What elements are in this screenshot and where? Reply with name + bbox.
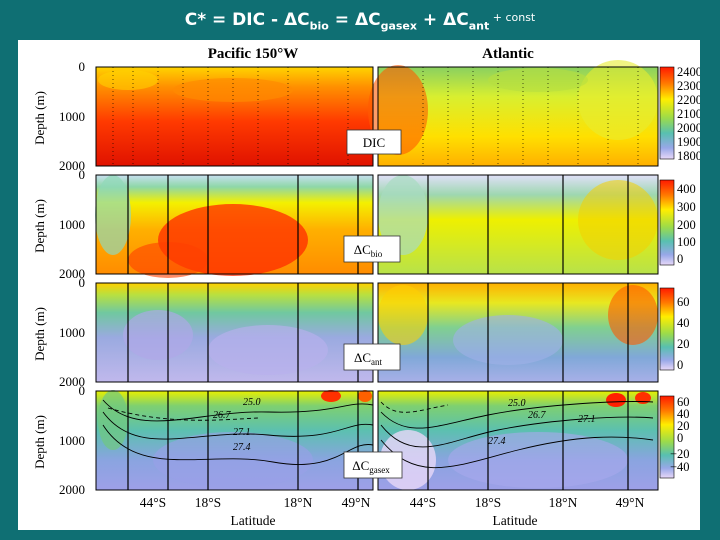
colorbar-tick: 40 xyxy=(677,407,690,421)
colorbar-tick: 40 xyxy=(677,316,690,330)
lat-tick: 44°S xyxy=(140,495,166,510)
title-part: ΔC xyxy=(354,10,381,30)
panel-dcbio: ΔCbio 400 300 200 100 0 xyxy=(95,174,696,278)
depth-tick: 0 xyxy=(79,59,86,74)
colorbar-tick: 2100 xyxy=(677,107,700,121)
panel-label-dcbio: ΔCbio xyxy=(354,242,383,259)
lat-tick: 44°S xyxy=(410,495,436,510)
contour-label: 26.7 xyxy=(528,410,547,421)
colorbar-tick: 400 xyxy=(677,182,696,196)
colorbar-tick: 2200 xyxy=(677,93,700,107)
colorbar-tick: 2000 xyxy=(677,121,700,135)
header-pacific: Pacific 150°W xyxy=(208,46,299,62)
colorbar-tick: 200 xyxy=(677,218,696,232)
depth-tick: 1000 xyxy=(59,109,85,124)
panel-label-dcgasex-sub: gasex xyxy=(369,465,390,475)
ocean-section-figure: Pacific 150°W Atlantic DIC 2400 230 xyxy=(18,40,700,530)
depth-label: Depth (m) xyxy=(32,307,47,361)
colorbar-tick: 60 xyxy=(677,295,690,309)
colorbar-tick: 0 xyxy=(677,431,683,445)
colorbar-tick: 300 xyxy=(677,200,696,214)
colorbar-tick: 1800 xyxy=(677,149,700,163)
depth-tick: 2000 xyxy=(59,266,85,281)
colorbar-tick: 1900 xyxy=(677,135,700,149)
lat-tick: 49°N xyxy=(616,495,645,510)
panel-label-dcbio-sub: bio xyxy=(371,249,383,259)
colorbar-tick: 2300 xyxy=(677,79,700,93)
panel-label-dcant-sub: ant xyxy=(371,357,382,367)
colorbar-tick: 20 xyxy=(677,337,690,351)
colorbar-tick: 20 xyxy=(677,419,690,433)
contour-label: 26.7 xyxy=(213,410,232,421)
panel-label-dcgasex: ΔCgasex xyxy=(352,458,390,475)
depth-label: Depth (m) xyxy=(32,415,47,469)
depth-tick: 2000 xyxy=(59,482,85,497)
colorbar-tick: −40 xyxy=(670,460,690,474)
depth-tick: 2000 xyxy=(59,158,85,173)
title-part: C* = DIC - xyxy=(184,10,284,30)
lat-tick: 18°N xyxy=(284,495,313,510)
x-axis-label: Latitude xyxy=(493,513,538,528)
panel-dcant: ΔCant 60 40 20 0 xyxy=(95,282,690,383)
title-part: + xyxy=(416,10,444,30)
contour-label: 27.4 xyxy=(488,436,506,447)
slide-title: C* = DIC - ΔCbio = ΔCgasex + ΔCant + con… xyxy=(0,10,720,32)
depth-tick: 0 xyxy=(79,383,86,398)
title-part: ΔC xyxy=(443,10,469,30)
panel-label-dic: DIC xyxy=(363,135,385,150)
lat-tick: 18°S xyxy=(195,495,221,510)
panel-label-dcant-main: ΔC xyxy=(354,350,371,365)
colorbar-tick: 60 xyxy=(677,395,690,409)
colorbar-tick: 2400 xyxy=(677,65,700,79)
panel-label-dcant: ΔCant xyxy=(354,350,383,367)
header-atlantic: Atlantic xyxy=(482,46,534,62)
depth-label: Depth (m) xyxy=(32,91,47,145)
title-part: bio xyxy=(309,19,329,33)
lat-tick: 18°S xyxy=(475,495,501,510)
depth-axes: 0 1000 2000 0 1000 2000 0 1000 2000 0 10… xyxy=(59,59,85,497)
title-part: gasex xyxy=(380,19,417,33)
contour-label: 25.0 xyxy=(508,398,526,409)
panel-label-dcbio-main: ΔC xyxy=(354,242,371,257)
colorbar-tick: −20 xyxy=(670,447,690,461)
depth-label: Depth (m) xyxy=(32,199,47,253)
colorbar-tick: 0 xyxy=(677,358,683,372)
title-part: = xyxy=(328,10,355,30)
colorbar-tick: 0 xyxy=(677,252,683,266)
depth-tick: 1000 xyxy=(59,325,85,340)
depth-tick: 0 xyxy=(79,167,86,182)
contour-label: 27.1 xyxy=(578,414,596,425)
title-part: + const xyxy=(489,11,536,24)
title-part: ant xyxy=(468,19,490,33)
contour-label: 27.1 xyxy=(233,427,251,438)
depth-labels: Depth (m) Depth (m) Depth (m) Depth (m) xyxy=(32,91,47,469)
latitude-axis: 44°S 18°S 18°N 49°N 44°S 18°S 18°N 49°N … xyxy=(140,495,645,528)
colorbar-tick: 100 xyxy=(677,235,696,249)
panel-dcgasex: 25.0 26.7 27.1 27.4 25.0 26.7 27.1 27.4 … xyxy=(95,390,690,491)
x-axis-label: Latitude xyxy=(231,513,276,528)
depth-tick: 1000 xyxy=(59,433,85,448)
panel-label-dcgasex-main: ΔC xyxy=(352,458,369,473)
depth-tick: 1000 xyxy=(59,217,85,232)
depth-tick: 0 xyxy=(79,275,86,290)
lat-tick: 49°N xyxy=(342,495,371,510)
lat-tick: 18°N xyxy=(549,495,578,510)
contour-label: 25.0 xyxy=(243,397,261,408)
contour-label: 27.4 xyxy=(233,442,251,453)
title-part: ΔC xyxy=(284,10,310,30)
depth-tick: 2000 xyxy=(59,374,85,389)
panel-dic: DIC 2400 2300 2200 2100 2000 1900 1800 xyxy=(95,60,700,167)
